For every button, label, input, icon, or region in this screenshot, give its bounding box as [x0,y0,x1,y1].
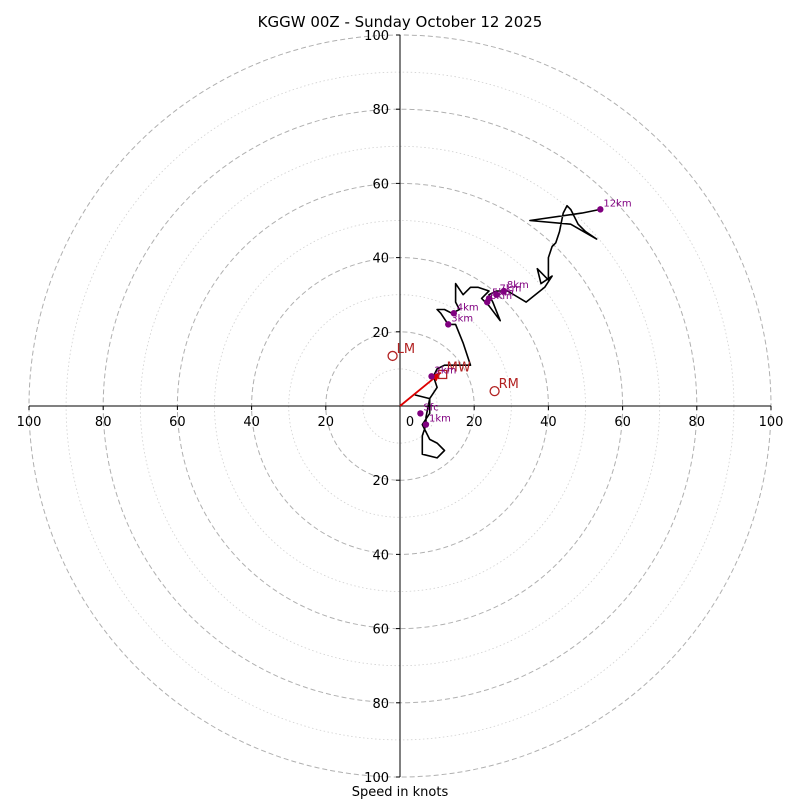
x-tick-label: 0 [406,415,414,430]
chart-title: KGGW 00Z - Sunday October 12 2025 [258,13,543,31]
y-tick-label: 100 [364,29,389,44]
x-tick-label: 60 [614,415,631,430]
x-tick-label: 20 [466,415,483,430]
height-marker-1km [422,421,430,428]
height-marker-sfc [417,410,424,417]
hodograph-line [414,204,601,459]
motion-label-rm: RM [499,377,519,392]
height-label-4km: 4km [457,302,479,313]
height-marker-12km [597,206,604,213]
height-marker-4km [450,310,457,317]
height-marker-6km [483,298,491,306]
x-tick-label: 100 [759,415,784,430]
x-tick-label: 60 [169,415,186,430]
motion-marker-lm [387,350,398,362]
y-tick-label: 80 [372,697,389,712]
y-tick-label: 100 [364,771,389,786]
x-tick-label: 40 [243,415,260,430]
x-tick-label: 40 [540,415,557,430]
shear-vector [399,371,442,407]
height-label-12km: 12km [603,198,631,209]
storm-motion-markers: LM RM MW [387,342,519,397]
height-marker-8km [500,287,508,295]
motion-marker-rm [489,386,500,397]
height-label-2km: 2km [435,365,457,376]
y-tick-label: 40 [372,548,389,563]
height-marker-3km [445,321,452,328]
y-tick-label: 20 [372,474,389,489]
height-label-3km: 3km [451,313,473,324]
x-tick-label: 20 [318,415,335,430]
height-label-1km: 1km [429,414,451,425]
y-tick-label: 40 [372,252,389,267]
x-tick-label: 100 [17,415,42,430]
height-label-sfc: Sfc [423,402,438,413]
height-marker-2km [428,373,435,380]
y-tick-label: 60 [372,623,389,638]
height-label-7km: 7km [499,284,521,295]
height-marker-7km [493,291,500,298]
x-tick-label: 80 [689,415,706,430]
height-label-8km: 8km [507,280,529,291]
y-tick-label: 20 [372,326,389,341]
x-tick-label: 80 [95,415,112,430]
motion-label-lm: LM [397,342,415,357]
tick-labels: 100 80 60 40 20 0 20 40 60 80 100 100 80 60 40 20 20 40 60… [17,29,784,786]
y-tick-label: 60 [372,177,389,192]
hodograph-trace [414,204,601,459]
y-tick-label: 80 [372,103,389,118]
motion-label-mw: MW [447,360,471,375]
x-axis-label: Speed in knots [352,785,449,800]
motion-marker-mw [438,369,448,380]
height-markers: Sfc1km2km3km4km5km6km7km8km12km [417,198,632,428]
height-label-6km: 6km [490,291,512,302]
